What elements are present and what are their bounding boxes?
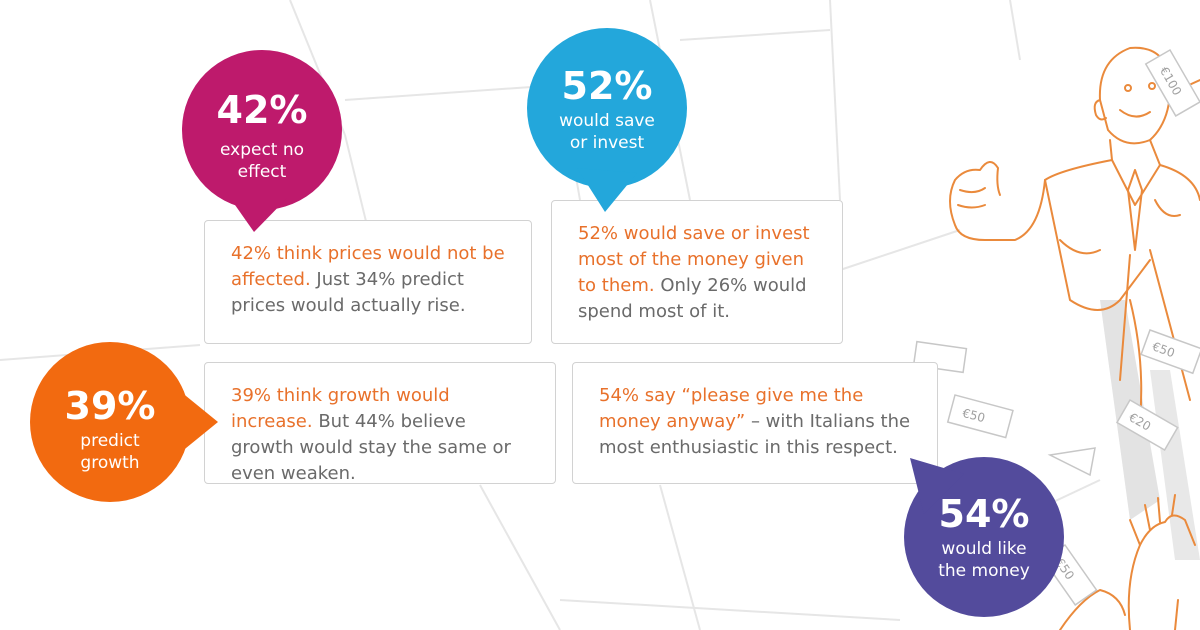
bubble-percent: 39%	[64, 384, 156, 428]
reaching-hands-illustration	[1059, 494, 1196, 630]
banknotes: €100 €50 €20 €50 €50	[912, 48, 1200, 607]
bubble-predict-growth: 39% predict growth	[30, 342, 220, 502]
bubble-caption-line2: or invest	[569, 133, 645, 153]
bubble-percent: 54%	[938, 492, 1030, 536]
card-text: Just 34% predict prices would actually r…	[231, 269, 466, 316]
bubble-caption-line2: effect	[237, 162, 287, 182]
card-highlight: 42% think prices would not be affected.	[231, 243, 505, 290]
card-highlight: 39% think growth would increase.	[231, 385, 450, 432]
bubble-caption-line2: growth	[80, 453, 140, 473]
bubble-percent: 42%	[216, 88, 308, 132]
card-text: But 44% believe growth would stay the sa…	[231, 411, 511, 484]
card-text: – with Italians the most enthusiastic in…	[599, 411, 911, 458]
bubble-caption-line1: would like	[941, 539, 1027, 559]
card-prices: 42% think prices would not be affected. …	[204, 220, 532, 344]
man-throwing-money-illustration	[949, 46, 1200, 421]
bubble-caption-line1: would save	[559, 111, 655, 131]
bubble-expect-no-effect: 42% expect no effect	[180, 50, 344, 235]
card-highlight: 52% would save or invest most of the mon…	[578, 223, 810, 296]
bubble-caption-line1: expect no	[219, 140, 305, 160]
card-money: 54% say “please give me the money anyway…	[572, 362, 938, 484]
card-text: Only 26% would spend most of it.	[578, 275, 807, 322]
bubble-caption-line1: predict	[80, 431, 140, 451]
card-growth: 39% think growth would increase. But 44%…	[204, 362, 556, 484]
bubble-percent: 52%	[561, 64, 653, 108]
card-save-invest: 52% would save or invest most of the mon…	[551, 200, 843, 344]
banknote-label: €50	[961, 406, 987, 425]
card-highlight: 54% say “please give me the money anyway…	[599, 385, 864, 432]
bubble-caption-line2: the money	[938, 561, 1030, 581]
bubble-would-save-or-invest: 52% would save or invest	[525, 28, 689, 214]
bubble-would-like-the-money: 54% would like the money	[902, 456, 1066, 618]
